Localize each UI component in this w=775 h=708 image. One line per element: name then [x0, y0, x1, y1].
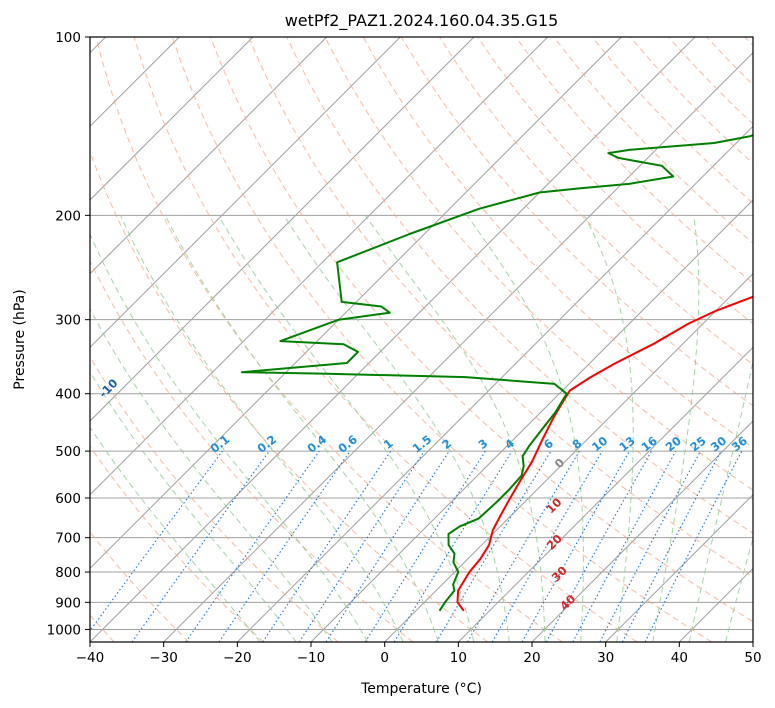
temperature-profile-line	[456, 295, 753, 612]
isotherm-line	[90, 37, 622, 570]
mixing-ratio-line	[393, 450, 513, 642]
plot-frame	[89, 36, 754, 643]
mixing-ratio-line	[644, 450, 743, 642]
isotherm-lines	[90, 37, 753, 642]
dewpoint-profile-line	[240, 134, 753, 612]
moist-adiabat-line	[583, 215, 634, 642]
dry-adiabat-line	[324, 37, 753, 491]
isotherm-line	[90, 37, 549, 496]
dry-adiabat-line	[515, 37, 753, 284]
x-tick-label: −30	[149, 650, 178, 666]
y-tick-label: 400	[55, 387, 81, 403]
isotherm-line	[90, 37, 254, 201]
x-tick-label: 30	[597, 650, 614, 666]
x-tick-label: 50	[744, 650, 761, 666]
isotherm-line	[90, 37, 401, 349]
x-tick-label: −20	[223, 650, 252, 666]
isotherm-line	[90, 37, 328, 275]
y-axis-label: Pressure (hPa)	[12, 289, 28, 389]
moist-adiabat-line	[90, 370, 297, 642]
mixing-ratio-line	[90, 450, 223, 632]
isotherm-line	[531, 420, 753, 642]
y-tick-label: 600	[55, 491, 81, 507]
y-tick-label: 1000	[47, 622, 81, 638]
mixing-ratio-line	[185, 450, 320, 642]
dry-adiabat-line	[95, 37, 563, 642]
x-tick-label: 0	[380, 650, 389, 666]
mixing-ratio-line	[521, 450, 630, 642]
dry-adiabats	[90, 37, 753, 642]
isotherm-line	[90, 37, 696, 642]
moist-adiabat-line	[283, 215, 510, 642]
moist-adiabat-line	[218, 215, 475, 642]
isotherm-line	[457, 346, 753, 642]
dry-adiabat-line	[90, 259, 414, 642]
moist-adiabats	[90, 215, 753, 642]
dry-adiabat-line	[248, 37, 753, 578]
dry-adiabat-line	[133, 37, 638, 642]
dry-adiabat-line	[286, 37, 753, 534]
moist-adiabat-line	[164, 215, 439, 642]
y-tick-label: 100	[55, 30, 81, 46]
isotherm-line	[163, 51, 753, 642]
isotherm-line	[90, 37, 475, 422]
y-tick-label: 800	[55, 565, 81, 581]
x-tick-label: 20	[523, 650, 540, 666]
moist-adiabat-line	[90, 308, 333, 642]
dry-adiabat-line	[210, 37, 753, 623]
y-tick-label: 300	[55, 313, 81, 329]
isobar-gridlines	[90, 37, 753, 630]
moist-adiabat-line	[90, 426, 261, 642]
moist-adiabat-line	[364, 215, 546, 642]
chart-title: wetPf2_PAZ1.2024.160.04.35.G15	[285, 11, 559, 31]
x-tick-label: −10	[297, 650, 326, 666]
x-axis-ticks: −40 −30 −20 −10 0 10 20 30 40 50	[76, 642, 762, 666]
x-tick-label: 40	[671, 650, 688, 666]
dry-adiabat-line	[171, 37, 712, 642]
mixing-ratio-lines	[90, 450, 743, 642]
isotherm-line	[384, 272, 753, 642]
mixing-ratio-line	[131, 450, 270, 642]
x-tick-label: −40	[76, 650, 105, 666]
dry-adiabat-line	[90, 356, 339, 642]
mixing-ratio-line	[298, 450, 425, 642]
moist-adiabat-line	[652, 215, 700, 642]
mixing-ratio-line	[262, 450, 392, 642]
x-axis-label: Temperature (°C)	[360, 681, 482, 697]
mixing-ratio-line	[572, 450, 677, 642]
mixing-ratio-line	[218, 450, 351, 642]
dry-adiabat-line	[90, 445, 264, 642]
moist-adiabat-line	[120, 215, 404, 642]
y-axis-ticks: 1000 900 800 700 600 500 400 300 200 100	[47, 30, 90, 638]
moist-adiabat-line	[466, 215, 584, 642]
y-tick-label: 900	[55, 595, 81, 611]
isotherm-line	[605, 493, 753, 642]
x-tick-label: 10	[450, 650, 467, 666]
profile-series	[240, 134, 753, 612]
mixing-ratio-line	[325, 450, 450, 642]
y-tick-label: 500	[55, 444, 81, 460]
moist-adiabat-line	[90, 232, 369, 642]
y-tick-label: 200	[55, 208, 81, 224]
y-tick-label: 700	[55, 531, 81, 547]
mixing-ratio-line	[545, 450, 653, 642]
